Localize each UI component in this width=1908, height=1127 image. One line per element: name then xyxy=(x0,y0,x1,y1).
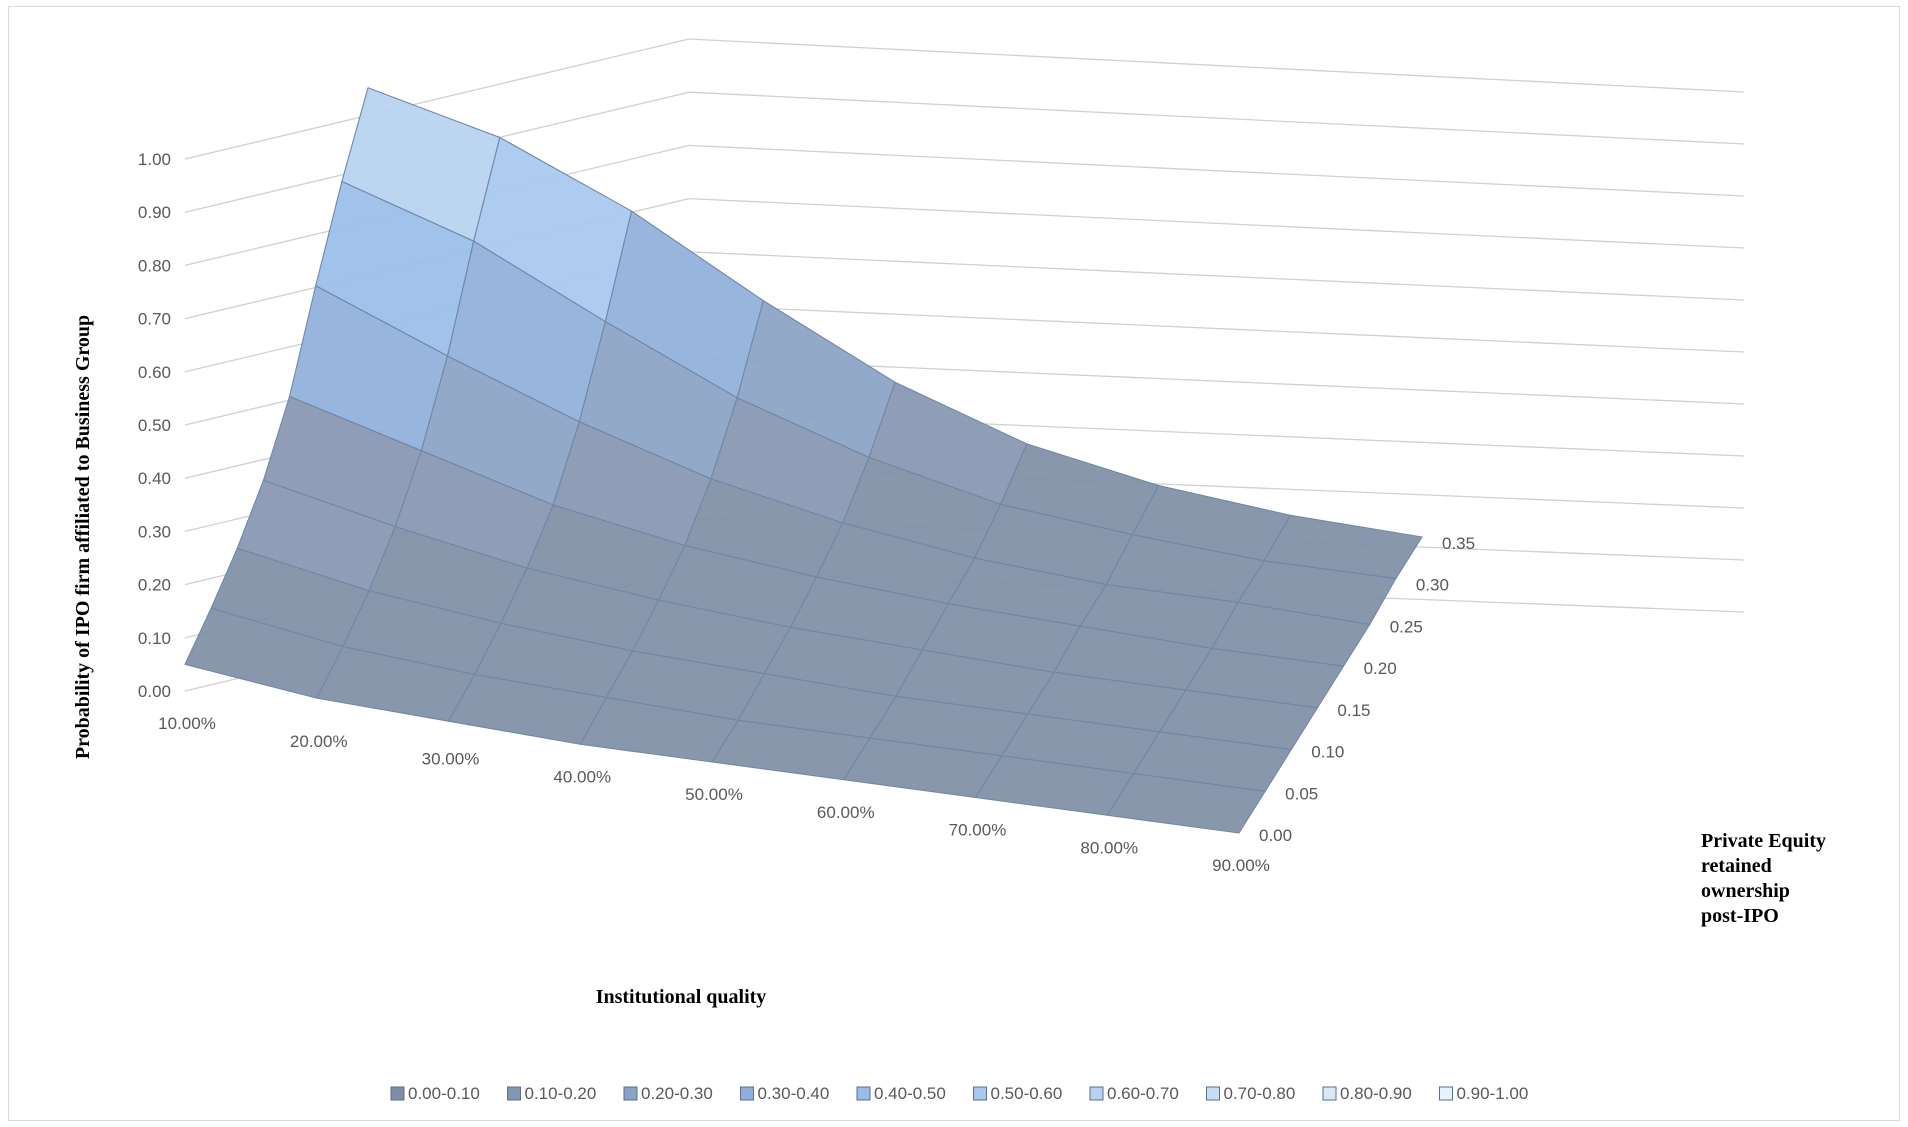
x-tick-label: 20.00% xyxy=(290,732,348,751)
gridline-back xyxy=(688,251,1745,301)
gridline-back xyxy=(688,38,1745,93)
z-axis-ticks: 0.00 0.10 0.20 0.30 0.40 0.50 0.60 0.70 0.80 0.90… xyxy=(138,150,171,701)
x-axis-ticks: 10.00% 20.00% 30.00% 40.00% 50.00% 60.00% 70.0… xyxy=(158,714,1270,875)
y-tick-label: 0.05 xyxy=(1285,784,1318,803)
x-tick-label: 30.00% xyxy=(422,750,480,769)
gridline-back xyxy=(688,197,1745,249)
z-tick-label: 0.10 xyxy=(138,629,171,648)
legend: 0.00-0.10 0.10-0.20 0.20-0.30 0.30-0.40 0.40… xyxy=(390,1084,1529,1103)
legend-swatch xyxy=(973,1086,987,1101)
legend-label: 0.70-0.80 xyxy=(1224,1084,1296,1103)
legend-swatch xyxy=(390,1086,405,1101)
legend-label: 0.40-0.50 xyxy=(874,1084,946,1103)
legend-swatch xyxy=(1089,1086,1104,1101)
legend-swatch xyxy=(623,1086,638,1101)
z-tick-label: 0.70 xyxy=(138,310,171,329)
z-tick-label: 1.00 xyxy=(138,150,171,169)
y-axis-title-line: Private Equity xyxy=(1701,830,1826,852)
surface-mesh xyxy=(184,87,1423,834)
z-axis-title: Probability of IPO firm affiliated to Bu… xyxy=(72,315,94,759)
legend-swatch xyxy=(1206,1086,1220,1101)
y-tick-label: 0.00 xyxy=(1259,826,1292,845)
z-tick-label: 0.40 xyxy=(138,469,171,488)
x-tick-label: 50.00% xyxy=(685,785,743,804)
gridline-back xyxy=(688,91,1745,145)
legend-label: 0.00-0.10 xyxy=(408,1084,480,1103)
legend-swatch xyxy=(740,1086,754,1101)
y-axis-title-line: ownership xyxy=(1701,880,1790,902)
gridline-back xyxy=(688,144,1745,197)
z-tick-label: 0.50 xyxy=(138,416,171,435)
gridline-left xyxy=(184,38,690,160)
surface-cell xyxy=(184,607,344,699)
legend-swatch xyxy=(856,1086,871,1101)
x-tick-label: 40.00% xyxy=(553,767,611,786)
x-axis-title: Institutional quality xyxy=(596,986,767,1008)
chart-area: 0.00 0.10 0.20 0.30 0.40 0.50 0.60 0.70 0.80 0.90… xyxy=(8,6,1900,1121)
y-axis-title-line: retained xyxy=(1701,855,1772,877)
legend-label: 0.30-0.40 xyxy=(758,1084,830,1103)
legend-label: 0.60-0.70 xyxy=(1107,1084,1179,1103)
y-tick-label: 0.25 xyxy=(1390,617,1423,636)
legend-label: 0.20-0.30 xyxy=(641,1084,713,1103)
gridline-back xyxy=(688,304,1745,353)
x-tick-label: 90.00% xyxy=(1212,856,1270,875)
z-tick-label: 0.20 xyxy=(138,576,171,595)
legend-swatch xyxy=(507,1086,521,1101)
z-tick-label: 0.30 xyxy=(138,522,171,541)
x-tick-label: 70.00% xyxy=(949,821,1007,840)
legend-label: 0.90-1.00 xyxy=(1457,1084,1529,1103)
y-tick-label: 0.20 xyxy=(1364,659,1397,678)
y-axis-title-line: post-IPO xyxy=(1701,905,1779,927)
y-tick-label: 0.30 xyxy=(1416,576,1449,595)
z-tick-label: 0.00 xyxy=(138,682,171,701)
y-tick-label: 0.35 xyxy=(1442,534,1475,553)
legend-label: 0.80-0.90 xyxy=(1340,1084,1412,1103)
z-tick-label: 0.80 xyxy=(138,256,171,275)
surface-chart: 0.00 0.10 0.20 0.30 0.40 0.50 0.60 0.70 0.80 0.90… xyxy=(72,38,1831,1103)
y-axis-title: Private Equity retained ownership post-I… xyxy=(1701,830,1831,927)
legend-swatch xyxy=(1439,1086,1453,1101)
x-tick-label: 80.00% xyxy=(1080,838,1138,857)
y-axis-ticks: 0.00 0.05 0.10 0.15 0.20 0.25 0.30 0.35 xyxy=(1259,534,1475,845)
legend-swatch xyxy=(1322,1086,1337,1101)
x-tick-label: 10.00% xyxy=(158,714,216,733)
x-tick-label: 60.00% xyxy=(817,803,875,822)
z-tick-label: 0.60 xyxy=(138,363,171,382)
z-tick-label: 0.90 xyxy=(138,203,171,222)
legend-label: 0.10-0.20 xyxy=(525,1084,597,1103)
y-tick-label: 0.15 xyxy=(1337,701,1370,720)
y-tick-label: 0.10 xyxy=(1311,743,1344,762)
legend-label: 0.50-0.60 xyxy=(991,1084,1063,1103)
